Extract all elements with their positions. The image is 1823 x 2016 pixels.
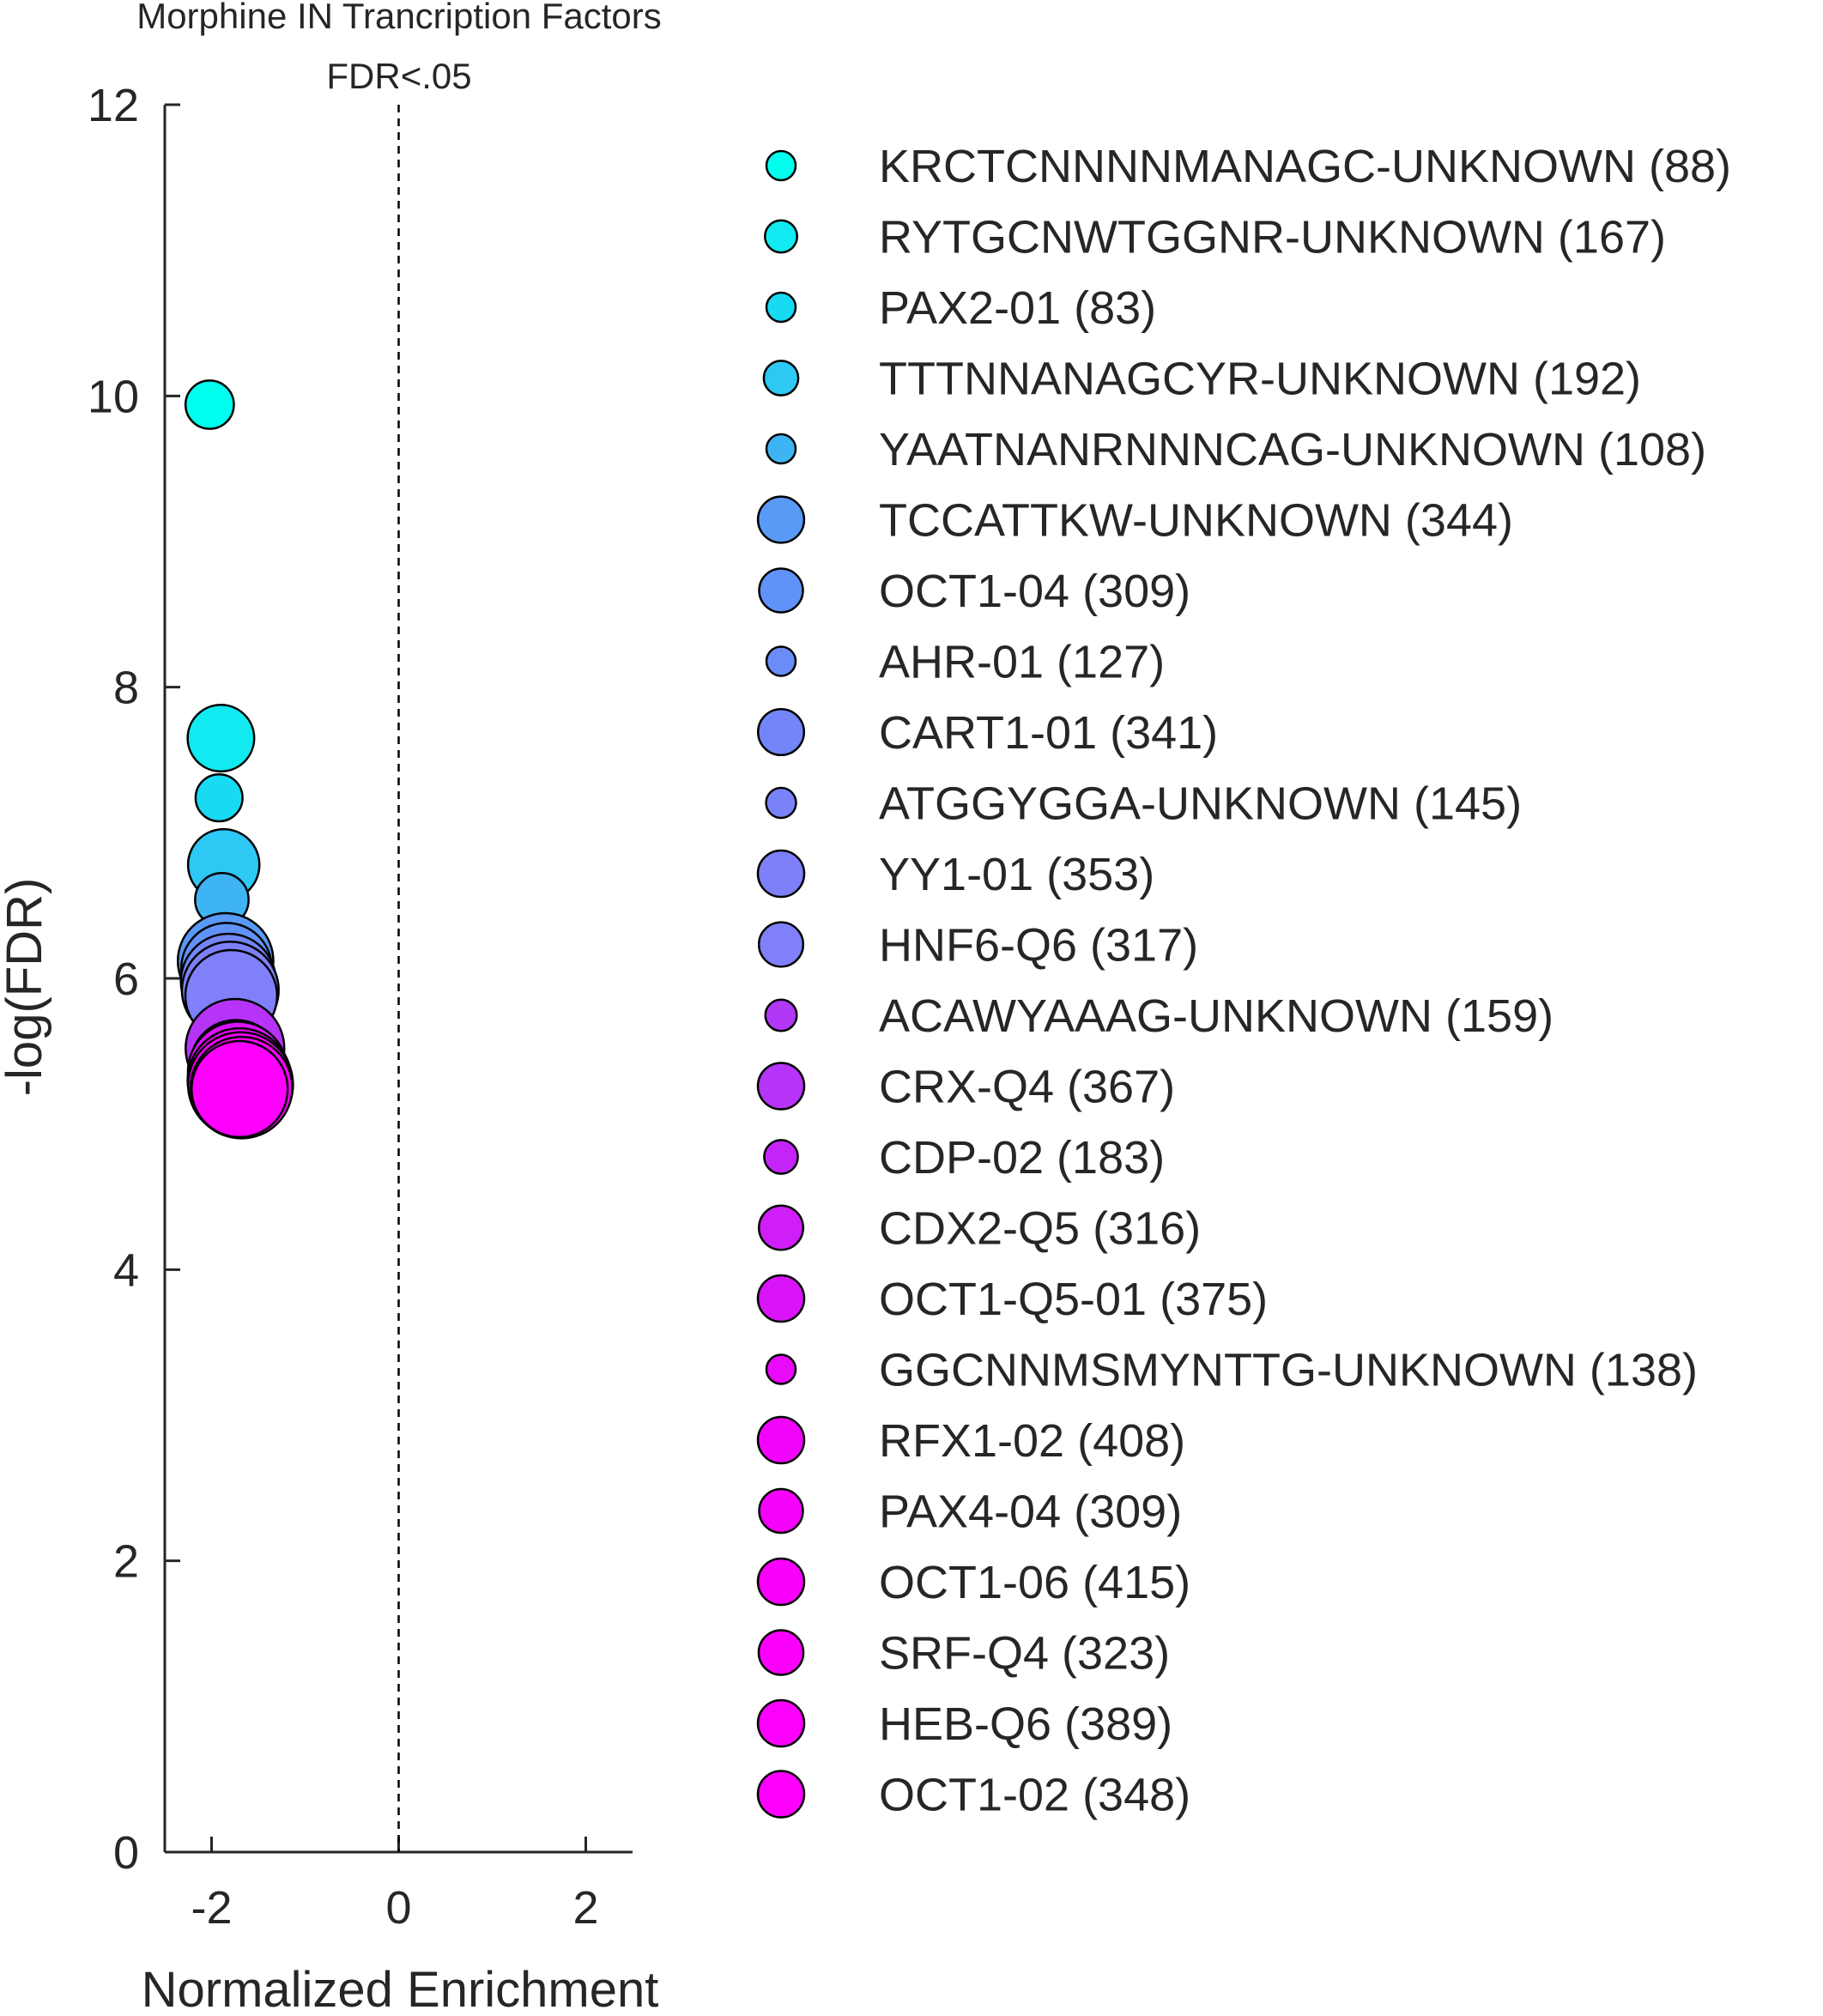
legend-marker [765,1353,797,1385]
y-axis-label: -log(FDR) [0,878,52,1097]
legend-label: OCT1-06 (415) [879,1557,1190,1608]
x-tick-label: 2 [572,1882,598,1934]
legend-label: ATGGYGGA-UNKNOWN (145) [879,778,1522,830]
chart-subtitle: FDR<.05 [326,56,471,96]
x-tick-label: 0 [385,1882,411,1934]
legend-marker [763,1139,799,1175]
data-points [176,379,294,1140]
legend-label: GGCNNMSMYNTTG-UNKNOWN (138) [879,1345,1698,1396]
legend-marker [762,360,800,397]
legend-label: OCT1-Q5-01 (375) [879,1274,1268,1325]
y-tick-label: 2 [113,1536,139,1588]
legend-label: AHR-01 (127) [879,637,1165,688]
legend-marker [756,707,806,757]
legend-label: ACAWYAAAG-UNKNOWN (159) [879,990,1553,1042]
legend-marker [758,567,804,614]
legend-marker [765,786,797,820]
data-point [194,773,244,823]
data-point [184,379,235,430]
legend-marker [757,921,805,968]
legend-label: YY1-01 (353) [879,849,1154,900]
x-tick-label: -2 [191,1882,232,1934]
legend-marker [756,849,806,899]
legend-label: YAATNANRNNNCAG-UNKNOWN (108) [879,424,1706,475]
legend-label: TTTNNANAGCYR-UNKNOWN (192) [879,354,1641,405]
legend-marker [764,219,798,254]
legend-marker [765,645,797,677]
y-tick-label: 0 [113,1827,139,1879]
legend-label: RFX1-02 (408) [879,1415,1185,1467]
legend-marker [756,1770,806,1819]
legend-marker [765,149,797,182]
legend-label: TCCATTKW-UNKNOWN (344) [879,495,1513,547]
legend: KRCTCNNNNMANAGC-UNKNOWN (88) RYTGCNWTGGNR… [756,141,1731,1821]
legend-label: SRF-Q4 (323) [879,1628,1170,1680]
legend-marker [757,1629,805,1676]
y-tick-label: 12 [88,80,139,131]
legend-label: KRCTCNNNNMANAGC-UNKNOWN (88) [879,141,1731,192]
legend-marker [756,1415,806,1465]
legend-marker [756,1274,806,1323]
legend-marker [756,495,806,544]
legend-label: CDX2-Q5 (316) [879,1203,1201,1255]
data-point [186,704,256,773]
legend-label: PAX2-01 (83) [879,282,1156,334]
data-point [190,1039,289,1139]
y-tick-label: 10 [88,371,139,422]
axes: 0 2 4 6 8 10 12 -2 0 2 [88,80,633,1934]
legend-marker [758,1487,804,1535]
y-tick-label: 4 [113,1244,139,1296]
legend-marker [756,1698,806,1748]
y-tick-label: 8 [113,663,139,714]
legend-marker [756,1062,806,1111]
chart-title: Morphine IN Trancription Factors [136,0,662,36]
legend-marker [765,433,797,465]
legend-label: OCT1-04 (309) [879,566,1190,617]
y-tick-label: 6 [113,954,139,1005]
legend-label: HNF6-Q6 (317) [879,920,1198,972]
legend-marker [764,998,798,1032]
legend-label: CRX-Q4 (367) [879,1062,1175,1113]
legend-label: CDP-02 (183) [879,1132,1165,1184]
legend-label: RYTGCNWTGGNR-UNKNOWN (167) [879,212,1666,263]
legend-label: OCT1-02 (348) [879,1770,1190,1821]
legend-label: CART1-01 (341) [879,707,1218,759]
legend-label: PAX4-04 (309) [879,1486,1182,1538]
legend-label: HEB-Q6 (389) [879,1698,1172,1750]
legend-marker [757,1204,805,1251]
x-axis-label: Normalized Enrichment [142,1962,659,2016]
legend-marker [765,291,797,324]
legend-marker [756,1557,806,1607]
